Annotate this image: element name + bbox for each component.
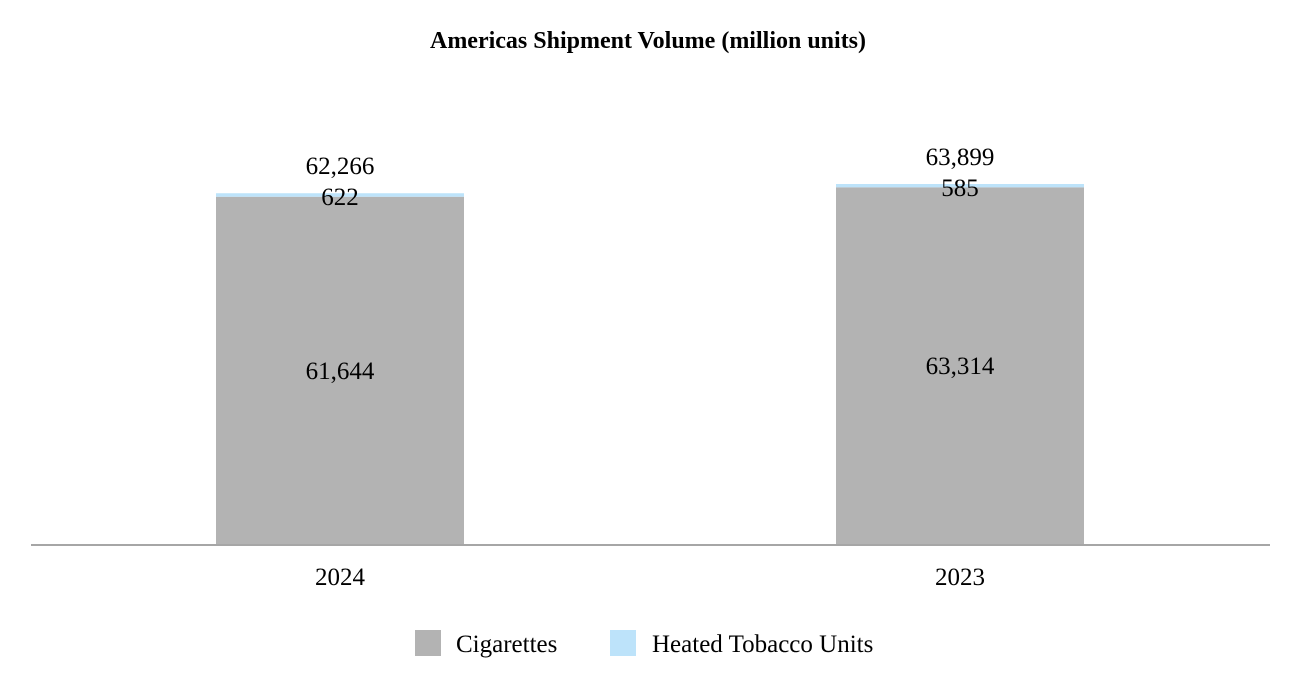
- legend-label-cigarettes: Cigarettes: [456, 631, 557, 658]
- category-labels-layer: 2024 2023: [315, 564, 985, 591]
- value-label-cigarettes-2024: 61,644: [306, 358, 375, 385]
- value-labels-layer: 61,644 622 62,266 63,314 585 63,899: [306, 144, 995, 385]
- bar-heated-tobacco-units-2024: [216, 193, 464, 197]
- value-label-heated-tobacco-2024: 622: [321, 184, 359, 211]
- legend: Cigarettes Heated Tobacco Units: [415, 630, 873, 658]
- total-label-2023: 63,899: [926, 144, 995, 171]
- category-label-2023: 2023: [935, 564, 985, 591]
- bar-cigarettes-2023: [836, 187, 1084, 545]
- category-label-2024: 2024: [315, 564, 366, 591]
- total-label-2024: 62,266: [306, 153, 375, 180]
- bars-layer: [216, 184, 1084, 545]
- legend-swatch-heated-tobacco-units: [610, 630, 636, 656]
- legend-label-heated-tobacco-units: Heated Tobacco Units: [652, 631, 873, 658]
- value-label-heated-tobacco-2023: 585: [941, 175, 979, 202]
- legend-swatch-cigarettes: [415, 630, 441, 656]
- bar-cigarettes-2024: [216, 196, 464, 545]
- bar-heated-tobacco-units-2023: [836, 184, 1084, 188]
- chart-title: Americas Shipment Volume (million units): [430, 28, 866, 54]
- value-label-cigarettes-2023: 63,314: [926, 353, 995, 380]
